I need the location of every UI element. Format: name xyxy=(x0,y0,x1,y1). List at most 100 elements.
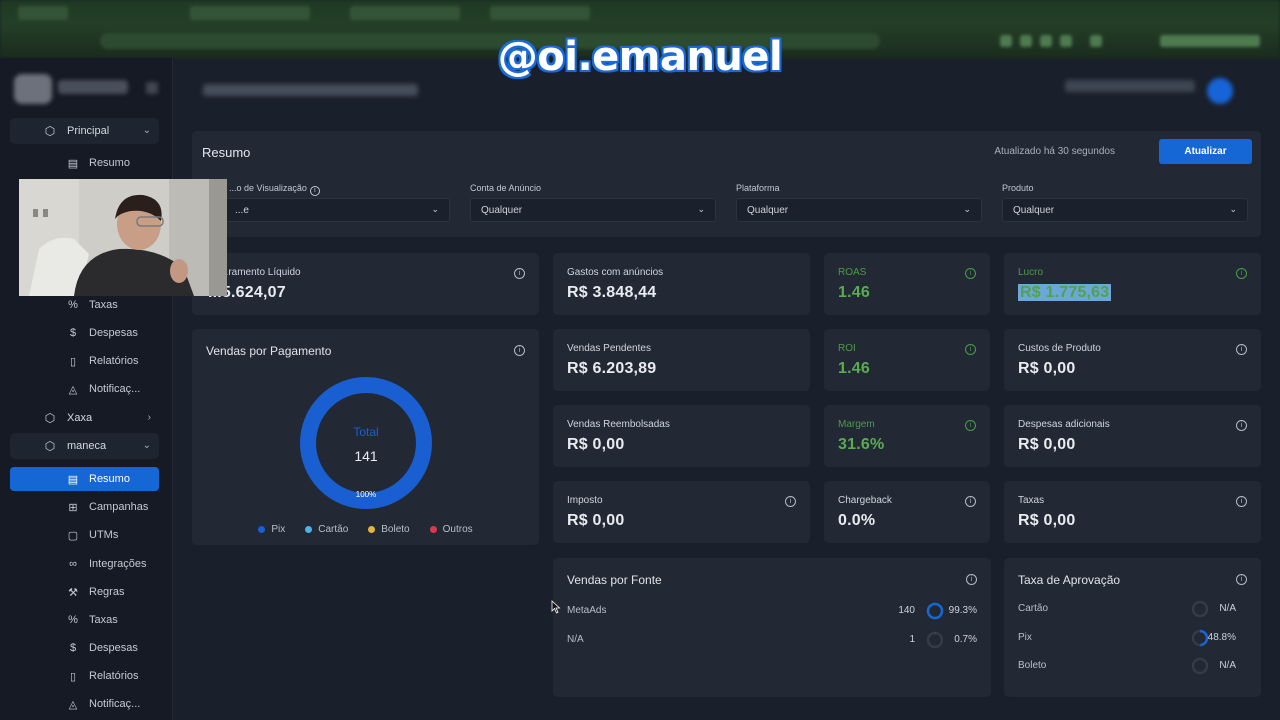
percent-icon: % xyxy=(68,614,78,626)
filter-plataforma-select[interactable]: Qualquer ⌄ xyxy=(736,198,982,222)
approval-method: Boleto xyxy=(1018,660,1047,671)
info-icon[interactable]: i xyxy=(965,420,976,431)
legend-dot xyxy=(258,526,266,533)
info-icon[interactable]: i xyxy=(1236,574,1247,585)
sidebar-item-integracoes[interactable]: ∞ Integrações xyxy=(10,552,159,576)
sidebar-group-xaxa[interactable]: ⬡ Xaxa › xyxy=(10,405,159,431)
info-icon[interactable]: i xyxy=(1236,344,1247,355)
card-label: Vendas Reembolsadas xyxy=(567,419,670,430)
app-logo[interactable] xyxy=(10,70,160,106)
sidebar-item-label: Taxas xyxy=(89,299,118,311)
chart-legend: Pix Cartão Boleto Outros xyxy=(192,524,539,535)
extension-icon[interactable] xyxy=(1020,35,1032,47)
legend-item-cartao[interactable]: Cartão xyxy=(305,524,348,535)
bell-icon: ◬ xyxy=(68,698,78,711)
approval-progress-ring xyxy=(1191,629,1209,647)
info-icon[interactable]: i xyxy=(965,496,976,507)
sidebar-item-relatorios[interactable]: ▯ Relatórios xyxy=(10,349,159,373)
breadcrumb[interactable] xyxy=(203,84,418,96)
extension-icon[interactable] xyxy=(1060,35,1072,47)
extension-icon[interactable] xyxy=(1090,35,1102,47)
info-icon[interactable]: i xyxy=(1236,420,1247,431)
webcam-overlay xyxy=(19,179,227,296)
card-value: R$ 0,00 xyxy=(567,512,625,529)
sidebar-group-label: Principal xyxy=(67,125,110,137)
user-name xyxy=(1065,80,1195,92)
avatar[interactable] xyxy=(1207,78,1233,104)
donut-slice-pix[interactable] xyxy=(300,377,432,509)
browser-tab[interactable] xyxy=(490,6,590,20)
bell-icon: ◬ xyxy=(68,383,78,396)
approval-method: Pix xyxy=(1018,632,1032,643)
extension-icon[interactable] xyxy=(1040,35,1052,47)
approval-progress-ring xyxy=(1191,657,1209,675)
sidebar-group-maneca[interactable]: ⬡ maneca ⌄ xyxy=(10,433,159,459)
sidebar-item-relatorios[interactable]: ▯ Relatórios xyxy=(10,664,159,688)
card-label: Taxas xyxy=(1018,495,1045,506)
info-icon[interactable]: i xyxy=(1236,268,1247,279)
filter-visualizacao-select[interactable]: ...e ⌄ xyxy=(204,198,450,222)
info-icon[interactable]: i xyxy=(1236,496,1247,507)
page-title: Resumo xyxy=(202,145,251,160)
sidebar-item-label: UTMs xyxy=(89,529,119,541)
info-icon[interactable]: i xyxy=(514,345,525,356)
approval-row: Boleto N/A xyxy=(1018,656,1236,678)
box-icon: ⬡ xyxy=(44,439,56,453)
profile-button[interactable] xyxy=(1160,35,1260,47)
filter-conta-select[interactable]: Qualquer ⌄ xyxy=(470,198,716,222)
filter-value: ...e xyxy=(235,204,249,216)
browser-tab[interactable] xyxy=(190,6,310,20)
filter-produto-select[interactable]: Qualquer ⌄ xyxy=(1002,198,1248,222)
sidebar-item-despesas[interactable]: $ Despesas xyxy=(10,321,159,345)
card-label: Despesas adicionais xyxy=(1018,419,1110,430)
sidebar-item-notificacoes[interactable]: ◬ Notificaç... xyxy=(10,377,159,401)
panel-title: Vendas por Fonte xyxy=(567,573,662,587)
sidebar-item-notificacoes[interactable]: ◬ Notificaç... xyxy=(10,692,159,716)
info-icon[interactable]: i xyxy=(966,574,977,585)
info-icon[interactable]: i xyxy=(514,268,525,279)
info-icon[interactable]: i xyxy=(309,186,320,196)
source-count: 1 xyxy=(909,634,915,645)
update-button[interactable]: Atualizar xyxy=(1159,139,1252,164)
legend-dot xyxy=(429,526,437,533)
extension-icon[interactable] xyxy=(1000,35,1012,47)
legend-label: Outros xyxy=(442,524,473,535)
sidebar-item-resumo[interactable]: ▤ Resumo xyxy=(10,151,159,175)
sidebar-item-taxas[interactable]: % Taxas xyxy=(10,293,159,317)
info-icon[interactable]: i xyxy=(965,344,976,355)
card-value: R$ 6.203,89 xyxy=(567,360,657,377)
legend-item-pix[interactable]: Pix xyxy=(258,524,285,535)
chevron-right-icon: › xyxy=(147,412,151,423)
sidebar-item-campanhas[interactable]: ⊞ Campanhas xyxy=(10,495,159,519)
legend-item-boleto[interactable]: Boleto xyxy=(368,524,410,535)
legend-item-outros[interactable]: Outros xyxy=(429,524,473,535)
sidebar-item-resumo[interactable]: ▤ Resumo xyxy=(10,467,159,491)
box-icon: ⬡ xyxy=(44,124,56,138)
sidebar-item-label: Integrações xyxy=(89,558,147,570)
card-label: Gastos com anúncios xyxy=(567,267,664,278)
sidebar-item-label: Notificaç... xyxy=(89,383,141,395)
card-taxas: Taxas R$ 0,00 i xyxy=(1004,481,1261,543)
legend-dot xyxy=(368,526,376,533)
sidebar-item-regras[interactable]: ⚒ Regras xyxy=(10,580,159,604)
donut-percent-label: 100% xyxy=(355,490,377,499)
address-bar[interactable] xyxy=(100,33,880,49)
card-label: ROI xyxy=(838,343,856,354)
card-faturamento: ...ramento Líquido ...5.624,07 i xyxy=(192,253,539,315)
card-despesas-adicionais: Despesas adicionais R$ 0,00 i xyxy=(1004,405,1261,467)
layout-icon: ▤ xyxy=(67,473,79,486)
sidebar-item-despesas[interactable]: $ Despesas xyxy=(10,636,159,660)
info-icon[interactable]: i xyxy=(965,268,976,279)
selected-text[interactable]: R$ 1.775,63 xyxy=(1018,284,1112,301)
filter-label-conta: Conta de Anúncio xyxy=(470,183,542,193)
sidebar-item-label: Notificaç... xyxy=(89,698,141,710)
browser-tab[interactable] xyxy=(350,6,460,20)
sidebar-item-utms[interactable]: ▢ UTMs xyxy=(10,523,159,547)
filter-value: Qualquer xyxy=(1013,204,1055,216)
info-icon[interactable]: i xyxy=(785,496,796,507)
sidebar-group-principal[interactable]: ⬡ Principal ⌄ xyxy=(10,118,159,144)
sidebar-item-taxas[interactable]: % Taxas xyxy=(10,608,159,632)
chevron-down-icon: ⌄ xyxy=(963,204,971,214)
browser-tab[interactable] xyxy=(18,6,68,20)
file-icon: ▯ xyxy=(69,670,77,683)
